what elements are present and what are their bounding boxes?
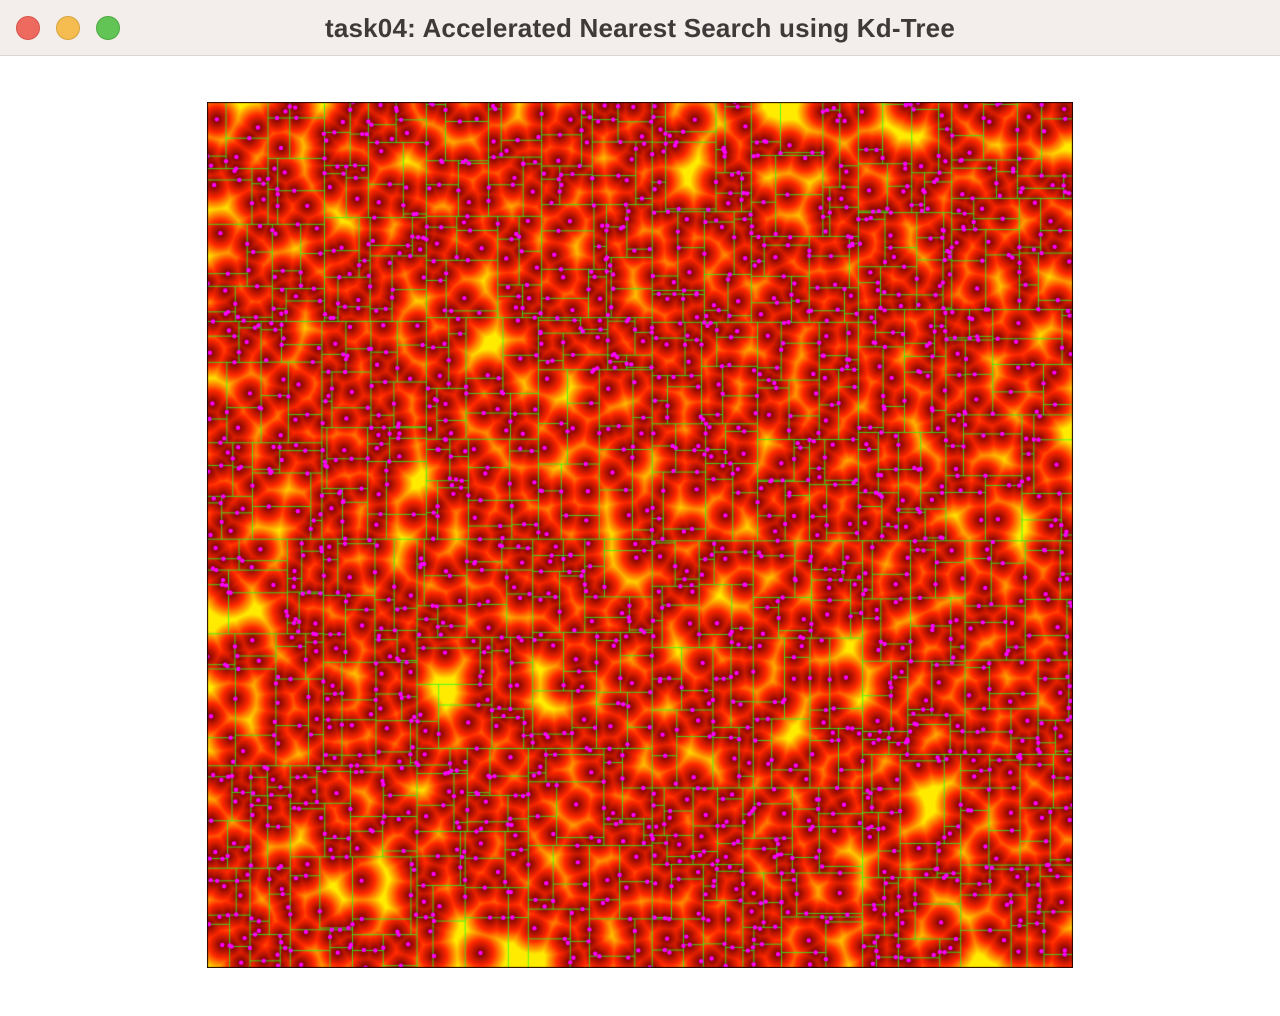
zoom-button[interactable] — [96, 16, 120, 40]
nearest-distance-heatmap-canvas[interactable] — [207, 102, 1073, 968]
kd-tree-visualization[interactable] — [207, 102, 1073, 968]
minimize-button[interactable] — [56, 16, 80, 40]
close-button[interactable] — [16, 16, 40, 40]
title-bar[interactable]: task04: Accelerated Nearest Search using… — [0, 0, 1280, 56]
window-title: task04: Accelerated Nearest Search using… — [324, 13, 956, 43]
